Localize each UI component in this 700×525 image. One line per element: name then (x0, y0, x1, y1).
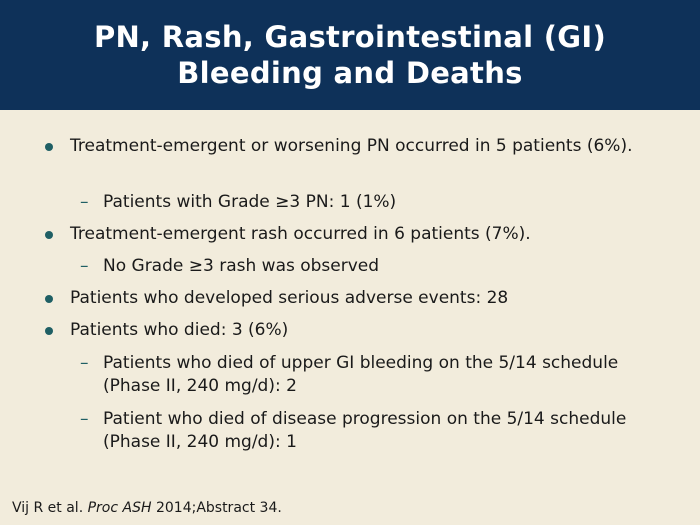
bullet-dot-icon (45, 327, 53, 335)
bullet-text: Treatment-emergent rash occurred in 6 pa… (70, 224, 531, 244)
bullet-item: Patients who developed serious adverse e… (45, 287, 660, 310)
dash-marker-icon: – (80, 192, 89, 212)
reference-citation: Vij R et al. Proc ASH 2014;Abstract 34. (12, 499, 282, 517)
sub-bullet-text: Patient who died of disease progression … (103, 409, 627, 452)
bullet-item: Treatment-emergent rash occurred in 6 pa… (45, 223, 660, 246)
bullet-text: Patients who died: 3 (6%) (70, 320, 289, 340)
sub-bullet-item: – Patients with Grade ≥3 PN: 1 (1%) (80, 191, 643, 214)
slide-title-line-1: PN, Rash, Gastrointestinal (GI) (93, 20, 607, 54)
reference-details: 2014;Abstract 34. (155, 500, 282, 516)
bullet-item: Treatment-emergent or worsening PN occur… (45, 135, 660, 158)
sub-bullet-item: – Patients who died of upper GI bleeding… (80, 352, 643, 398)
bullet-text: Treatment-emergent or worsening PN occur… (70, 136, 633, 156)
bullet-dot-icon (45, 295, 53, 303)
bullet-dot-icon (45, 143, 53, 151)
dash-marker-icon: – (80, 409, 89, 429)
bullet-text: Patients who developed serious adverse e… (70, 288, 509, 308)
bullet-dot-icon (45, 231, 53, 239)
dash-marker-icon: – (80, 256, 89, 276)
sub-bullet-text: No Grade ≥3 rash was observed (103, 256, 380, 276)
reference-authors: Vij R et al. (12, 500, 84, 516)
dash-marker-icon: – (80, 353, 89, 373)
sub-bullet-item: – No Grade ≥3 rash was observed (80, 255, 643, 278)
sub-bullet-text: Patients who died of upper GI bleeding o… (103, 353, 619, 396)
reference-journal: Proc ASH (87, 500, 152, 516)
bullet-item: Patients who died: 3 (6%) (45, 319, 660, 342)
sub-bullet-text: Patients with Grade ≥3 PN: 1 (1%) (103, 192, 397, 212)
title-bar: PN, Rash, Gastrointestinal (GI) Bleeding… (0, 0, 700, 110)
sub-bullet-item: – Patient who died of disease progressio… (80, 408, 643, 454)
slide-title: PN, Rash, Gastrointestinal (GI) Bleeding… (94, 19, 606, 91)
slide-title-line-2: Bleeding and Deaths (177, 56, 523, 90)
